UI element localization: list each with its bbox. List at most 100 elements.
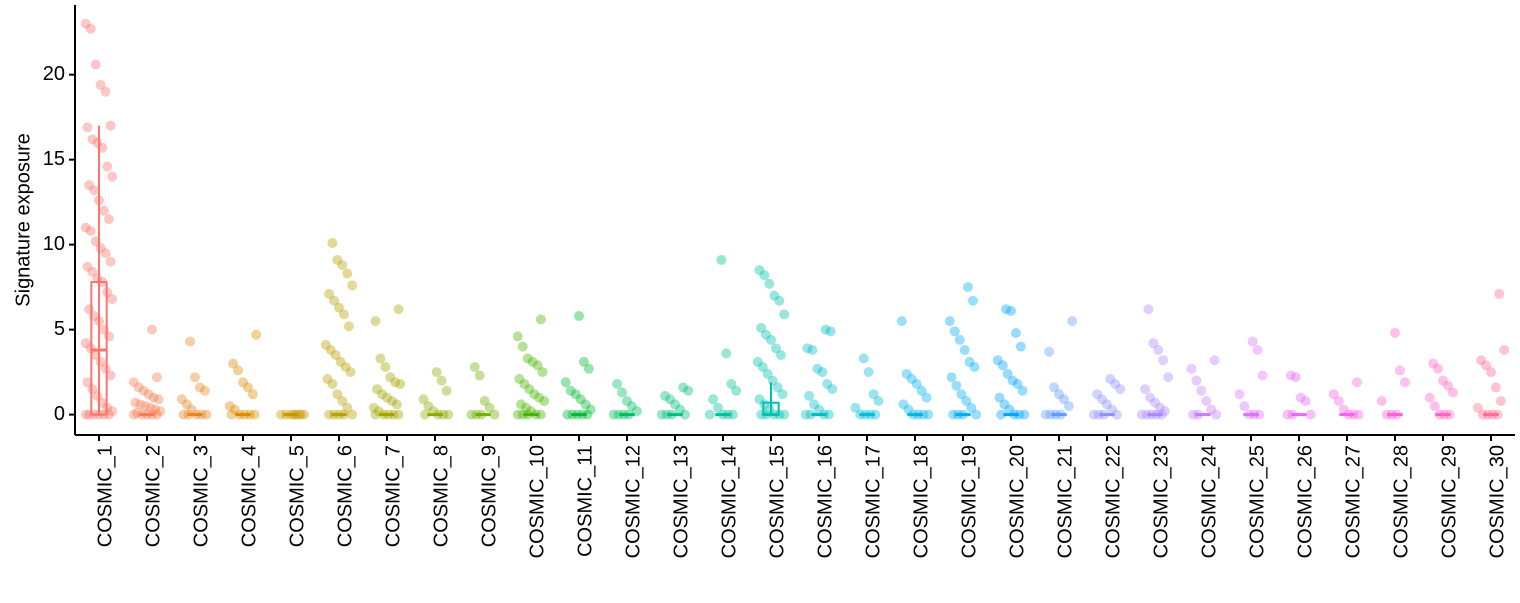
point — [956, 389, 967, 400]
point — [860, 409, 871, 420]
point — [997, 360, 1008, 371]
point — [961, 396, 972, 407]
point — [375, 353, 386, 364]
point — [1115, 384, 1126, 395]
point — [145, 402, 156, 413]
point — [873, 396, 884, 407]
x-tick-label: COSMIC_29 — [1438, 445, 1460, 558]
y-tick-label: 15 — [43, 148, 65, 170]
point — [1390, 328, 1400, 339]
point — [1287, 409, 1298, 420]
point — [1007, 375, 1018, 386]
point — [1300, 396, 1311, 407]
point — [764, 404, 775, 415]
point — [325, 345, 336, 356]
point — [1428, 358, 1439, 369]
point — [181, 399, 192, 410]
point — [196, 409, 207, 420]
point — [1010, 328, 1021, 339]
point — [85, 226, 96, 237]
point — [565, 385, 576, 396]
x-tick-label: COSMIC_2 — [142, 445, 164, 547]
point — [372, 384, 383, 395]
point — [863, 367, 874, 378]
point — [868, 389, 879, 400]
point — [286, 409, 296, 420]
point — [514, 373, 525, 384]
point — [1211, 409, 1222, 420]
point — [1391, 409, 1402, 420]
point — [329, 409, 340, 420]
y-tick-label: 5 — [54, 318, 65, 340]
point — [1105, 373, 1116, 384]
point — [107, 171, 118, 182]
point — [944, 316, 955, 327]
point — [1009, 409, 1020, 420]
point — [996, 409, 1007, 420]
point — [855, 409, 866, 420]
point — [1102, 399, 1112, 410]
point — [1019, 409, 1030, 420]
point — [858, 353, 869, 364]
point — [249, 409, 260, 420]
point — [766, 334, 776, 345]
x-tick-label: COSMIC_14 — [718, 445, 740, 558]
point — [1282, 409, 1293, 420]
point — [608, 409, 619, 420]
x-tick-label: COSMIC_19 — [958, 445, 980, 558]
point — [342, 402, 353, 413]
point — [345, 367, 356, 378]
point — [532, 360, 543, 371]
point — [727, 409, 738, 420]
point — [395, 379, 406, 390]
y-tick-label: 20 — [43, 63, 65, 85]
point — [373, 406, 384, 417]
point — [665, 394, 676, 405]
point — [923, 409, 934, 420]
point — [572, 409, 583, 420]
point — [850, 402, 861, 413]
point — [242, 382, 253, 393]
point — [322, 373, 333, 384]
point — [1163, 372, 1174, 383]
point — [176, 394, 187, 405]
point — [670, 399, 680, 410]
point — [1146, 409, 1157, 420]
point — [906, 373, 917, 384]
point — [135, 399, 146, 410]
point — [334, 302, 344, 313]
x-tick-label: COSMIC_4 — [238, 445, 260, 547]
point — [1088, 409, 1099, 420]
point — [1348, 409, 1359, 420]
point — [327, 237, 338, 248]
point — [102, 402, 113, 413]
x-tick-label: COSMIC_20 — [1006, 445, 1028, 558]
point — [100, 248, 111, 259]
point — [752, 356, 763, 367]
point — [370, 316, 381, 327]
point — [1098, 409, 1109, 420]
point — [674, 404, 685, 415]
point — [388, 409, 399, 420]
point — [726, 379, 737, 390]
point — [530, 409, 541, 420]
point — [618, 409, 629, 420]
point — [85, 23, 96, 34]
point — [105, 370, 116, 381]
point — [80, 409, 91, 420]
point — [191, 409, 202, 420]
point — [393, 409, 404, 420]
point — [1290, 372, 1301, 383]
point — [517, 341, 528, 352]
point — [1196, 385, 1207, 396]
point — [759, 399, 770, 410]
point — [340, 362, 351, 373]
point — [105, 256, 116, 267]
point — [1111, 409, 1122, 420]
point — [865, 409, 876, 420]
point — [971, 409, 982, 420]
point — [814, 404, 824, 415]
point — [100, 363, 111, 374]
point — [948, 409, 959, 420]
point — [194, 382, 205, 393]
